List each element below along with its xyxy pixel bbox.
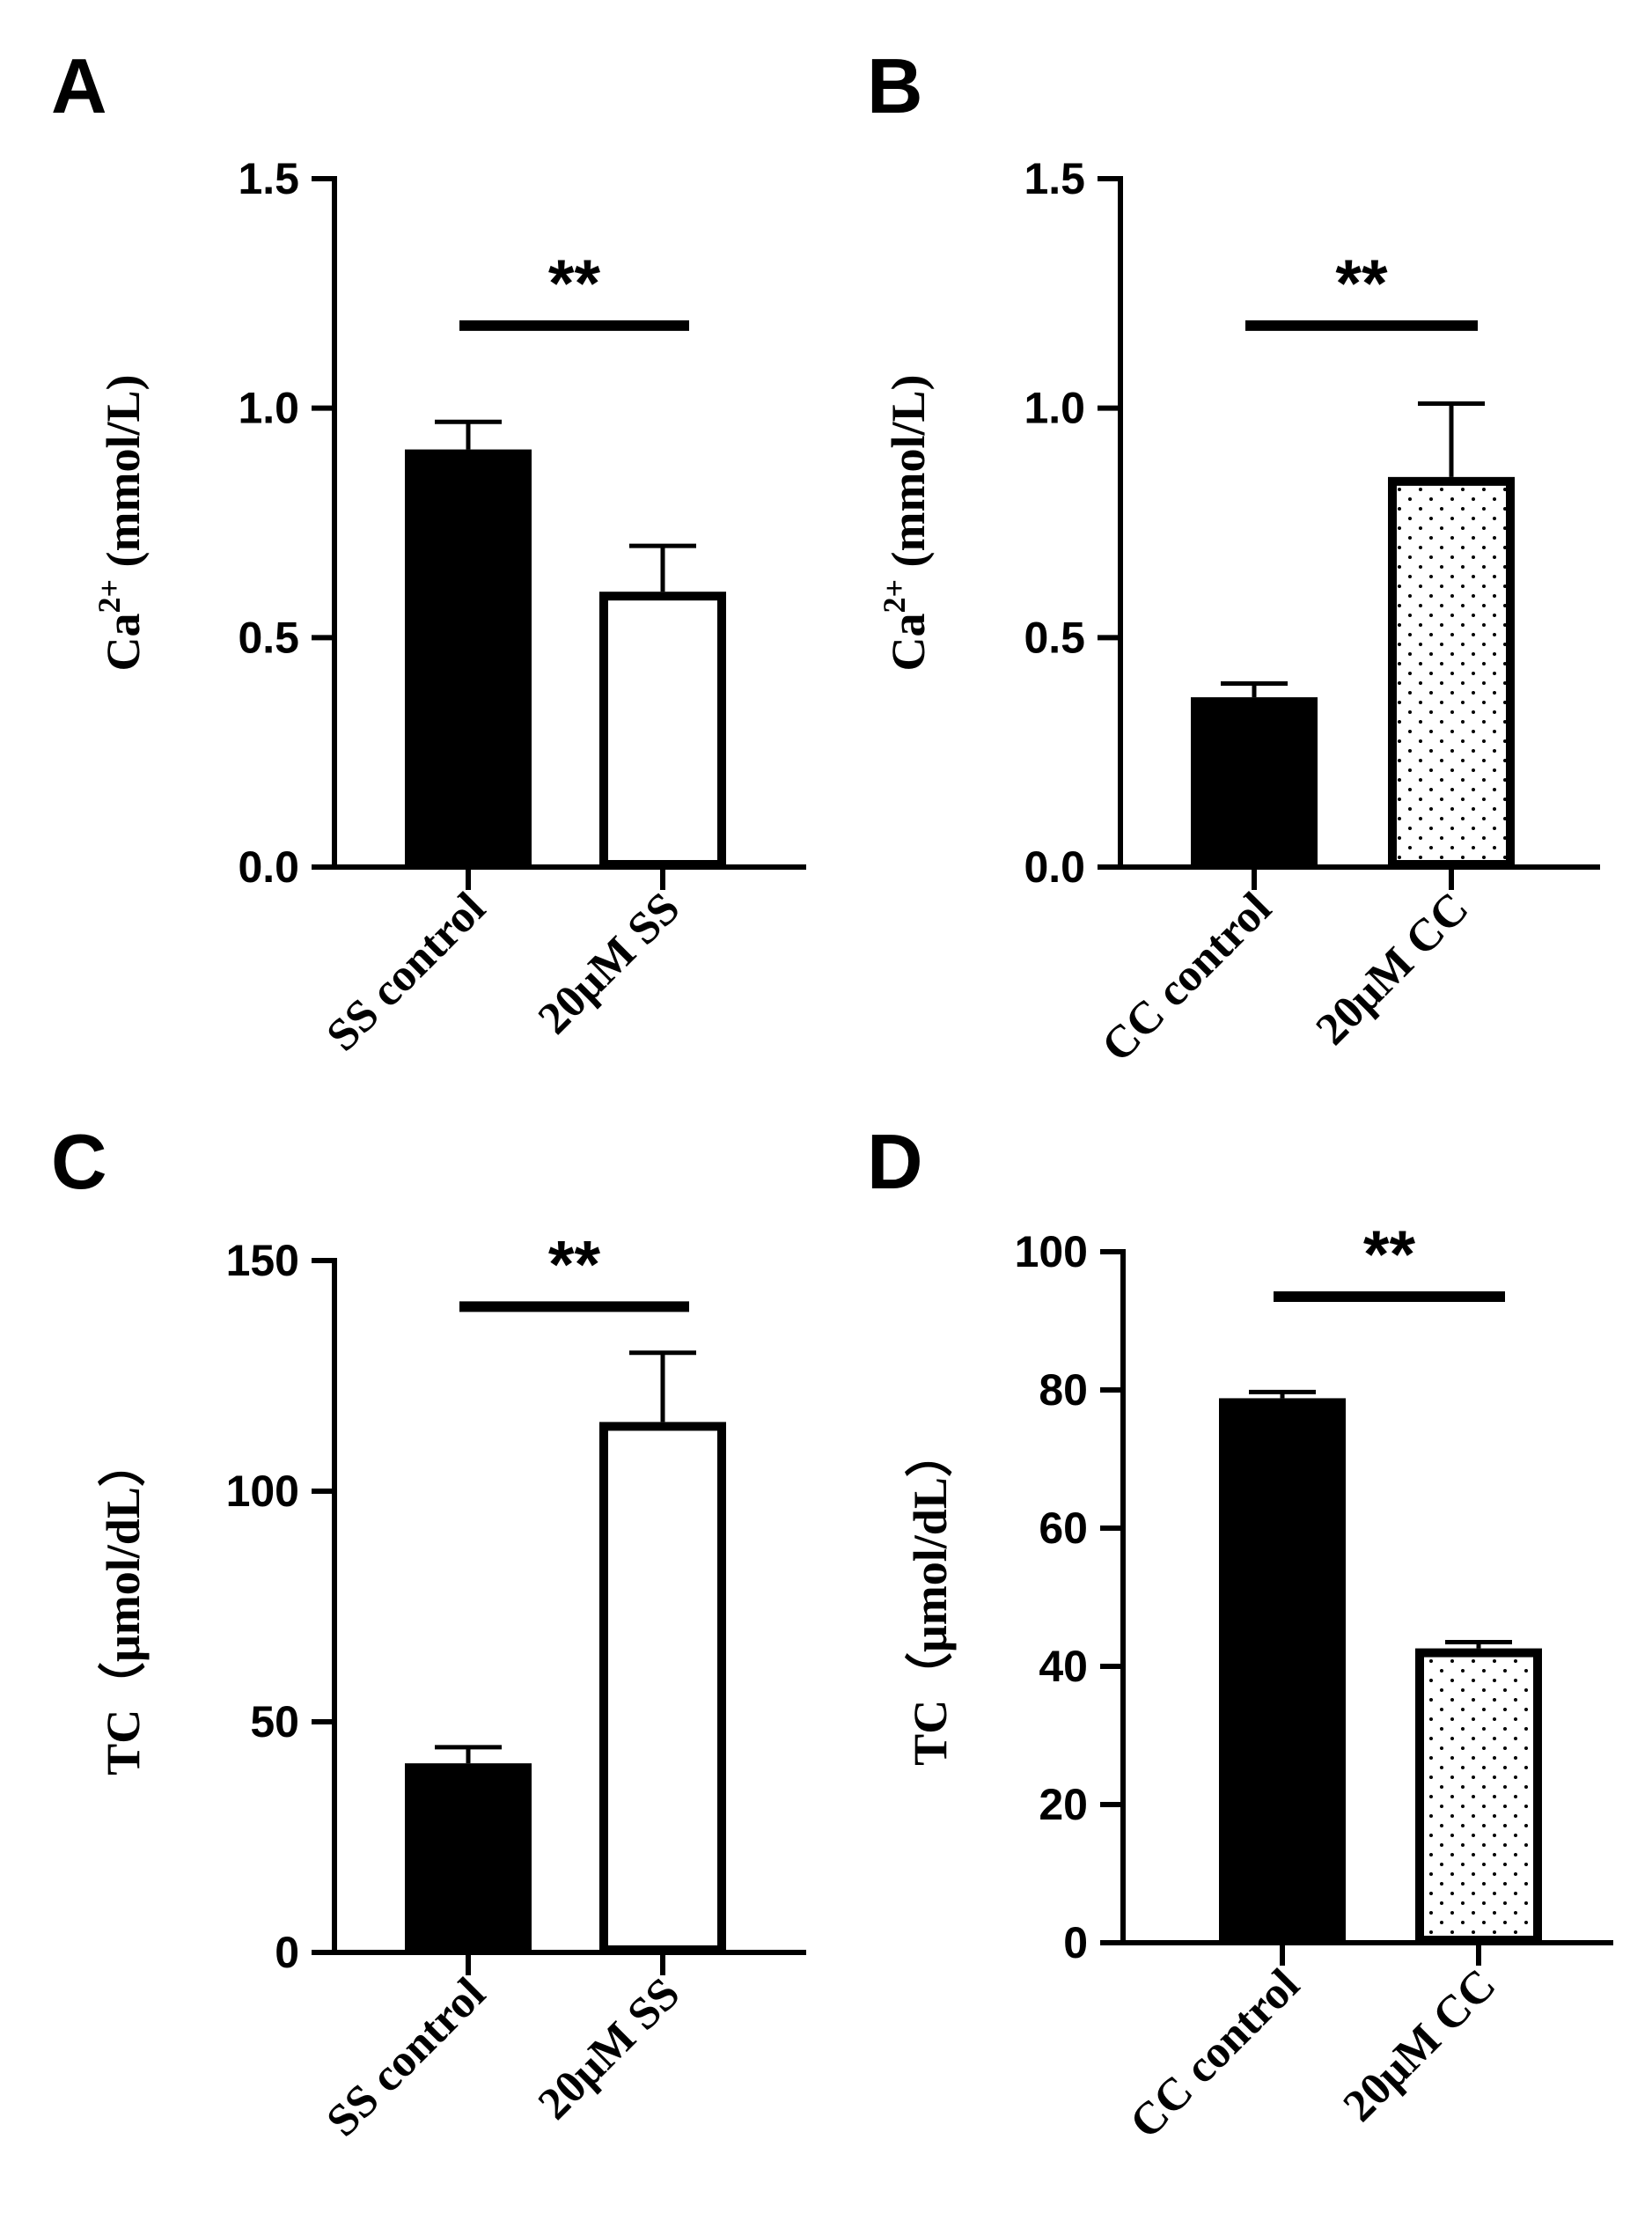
y-tick-label: 0.5 — [238, 613, 299, 662]
y-tick-label: 150 — [226, 1236, 299, 1285]
category-label: 20μM SS — [529, 1968, 690, 2129]
y-tick-label: 0 — [1063, 1918, 1088, 1967]
significance-label: ** — [548, 246, 601, 321]
y-tick-label: 0.5 — [1024, 613, 1085, 662]
y-axis-label-superscript: 2+ — [92, 579, 127, 614]
chart-panel-c: C 0 50 100 150 TC（μmol/dL） SS control 20μM SS ** — [51, 1118, 806, 2146]
y-tick-label: 0.0 — [1024, 842, 1085, 892]
y-tick-label: 60 — [1039, 1503, 1088, 1553]
significance-label: ** — [548, 1227, 601, 1302]
y-tick-label: 100 — [226, 1467, 299, 1516]
y-axis-label: TC（μmol/dL） — [97, 1439, 150, 1776]
panel-letter: D — [867, 1118, 923, 1205]
category-label: 20μM CC — [1307, 883, 1479, 1055]
y-tick-label: 50 — [250, 1697, 299, 1746]
y-axis-label-unit: (mmol/L) — [882, 375, 935, 579]
y-tick-label: 1.0 — [238, 384, 299, 433]
y-tick-label: 0.0 — [238, 842, 299, 892]
y-tick-label: 1.0 — [1024, 384, 1085, 433]
bar-20-m-ss — [599, 592, 726, 869]
y-axis-label-main: Ca — [97, 613, 150, 671]
y-tick-label: 0 — [275, 1928, 299, 1977]
panel-letter: C — [51, 1118, 107, 1205]
chart-panel-d: D 0 20 40 60 80 100 TC（μmol/dL） CC control 20μM C… — [867, 1118, 1613, 2148]
category-label: CC control — [1092, 883, 1281, 1071]
y-axis-label: Ca2+ (mmol/L) — [92, 375, 150, 672]
y-tick-label: 20 — [1039, 1780, 1088, 1829]
bar-ss-control — [405, 449, 532, 869]
y-axis-label: Ca2+ (mmol/L) — [877, 375, 935, 672]
category-label: SS control — [317, 1968, 495, 2146]
category-label: CC control — [1120, 1959, 1309, 2148]
chart-panel-b: B 0.0 0.5 1.0 1.5 Ca2+ (mmol/L) CC control 20μM… — [867, 42, 1600, 1071]
y-tick-label: 100 — [1015, 1227, 1088, 1276]
significance-label: ** — [1363, 1217, 1416, 1292]
panel-letter: B — [867, 42, 923, 129]
panel-letter: A — [51, 42, 107, 129]
y-axis-label-superscript: 2+ — [877, 579, 912, 614]
y-tick-label: 40 — [1039, 1642, 1088, 1691]
bar-20-m-cc — [1388, 476, 1515, 869]
significance-label: ** — [1335, 246, 1388, 321]
y-axis-label-main: TC（μmol/dL） — [904, 1430, 957, 1766]
bar-ss-control — [405, 1763, 532, 1955]
category-label: 20μM CC — [1334, 1959, 1506, 2131]
chart-panel-a: A 0.0 0.5 1.0 1.5 Ca2+ (mmol/L) SS control 20μM… — [51, 42, 806, 1061]
bar-cc-control — [1219, 1398, 1346, 1945]
category-label: 20μM SS — [529, 883, 690, 1044]
y-axis-label: TC（μmol/dL） — [904, 1430, 957, 1766]
y-tick-label: 80 — [1039, 1365, 1088, 1415]
bar-20-m-ss — [599, 1422, 726, 1954]
category-label: SS control — [317, 883, 495, 1061]
y-axis-label-unit: (mmol/L) — [97, 375, 150, 579]
y-tick-label: 1.5 — [238, 154, 299, 203]
bar-20-m-cc — [1415, 1648, 1542, 1945]
y-tick-label: 1.5 — [1024, 154, 1085, 203]
y-axis-label-main: TC（μmol/dL） — [97, 1439, 150, 1776]
y-axis-label-main: Ca — [882, 613, 935, 671]
bar-cc-control — [1191, 697, 1318, 870]
